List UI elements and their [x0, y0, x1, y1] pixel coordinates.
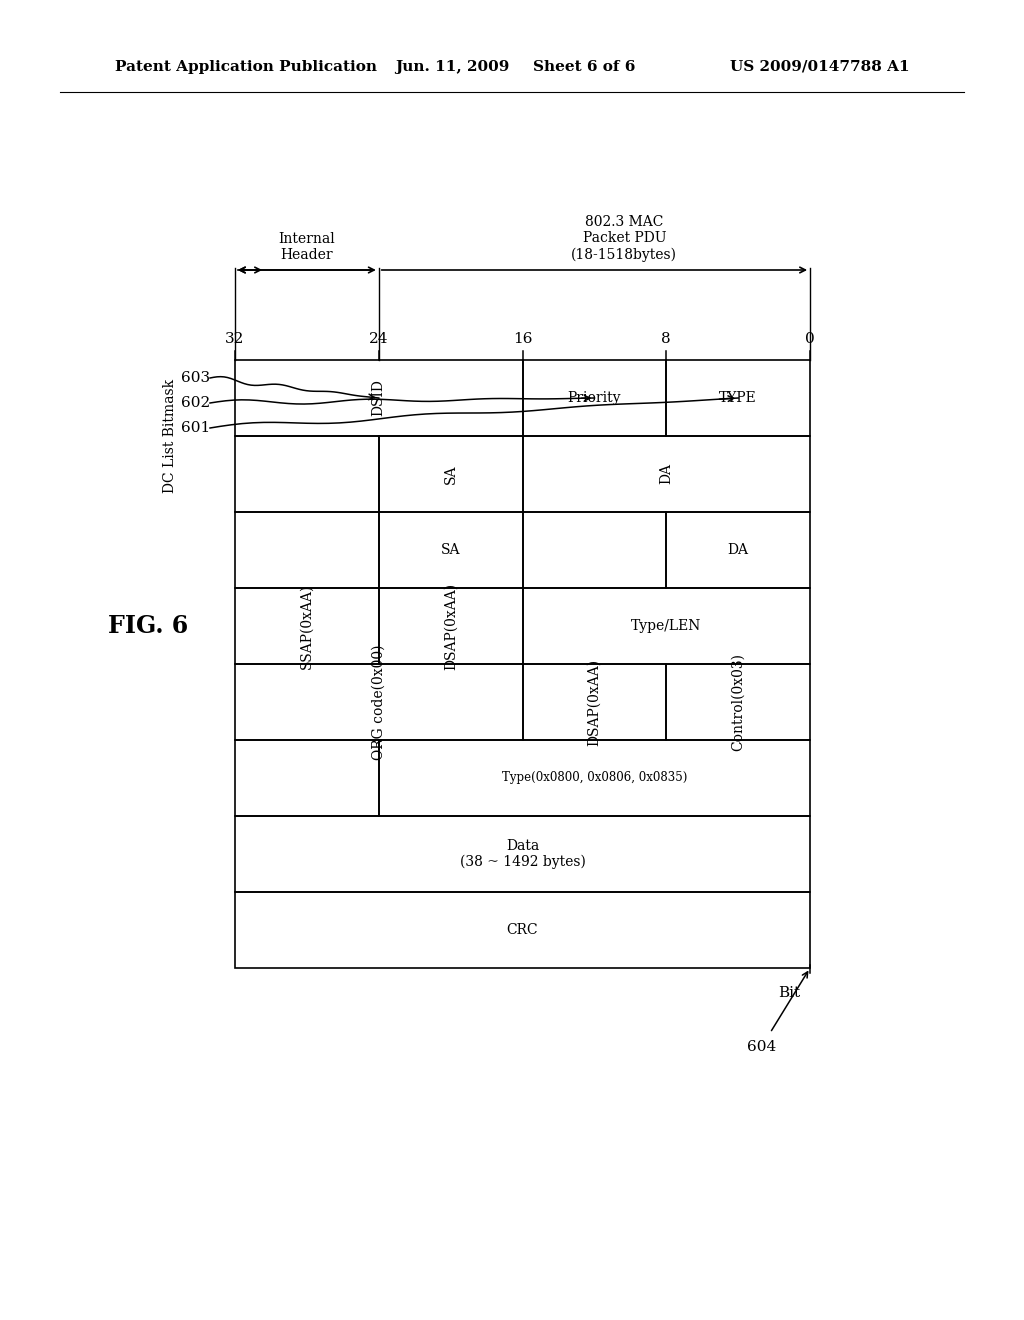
Text: 601: 601 [181, 421, 210, 436]
Bar [379, 512, 522, 587]
Text: 0: 0 [805, 333, 815, 346]
Text: Patent Application Publication: Patent Application Publication [115, 59, 377, 74]
Text: Sheet 6 of 6: Sheet 6 of 6 [534, 59, 635, 74]
Text: 16: 16 [513, 333, 532, 346]
Text: Internal
Header: Internal Header [279, 232, 335, 261]
Text: Type/LEN: Type/LEN [631, 619, 701, 634]
Text: Data
(38 ~ 1492 bytes): Data (38 ~ 1492 bytes) [460, 838, 586, 870]
Text: SA: SA [443, 465, 458, 483]
Text: TYPE: TYPE [719, 391, 757, 405]
Bar [234, 741, 379, 816]
Bar [234, 892, 810, 968]
Text: 602: 602 [181, 396, 210, 411]
Text: 32: 32 [225, 333, 245, 346]
Bar [522, 436, 810, 512]
Text: Bit: Bit [778, 986, 800, 1001]
Text: 603: 603 [181, 371, 210, 385]
Bar [522, 360, 667, 436]
Bar [234, 512, 379, 587]
Text: DSID: DSID [372, 380, 386, 416]
Bar [522, 512, 667, 587]
Bar [379, 587, 522, 664]
Text: Type(0x0800, 0x0806, 0x0835): Type(0x0800, 0x0806, 0x0835) [502, 771, 687, 784]
Text: Control(0x03): Control(0x03) [731, 653, 745, 751]
Bar [667, 664, 810, 741]
Bar [234, 436, 379, 512]
Text: Jun. 11, 2009: Jun. 11, 2009 [395, 59, 509, 74]
Bar [234, 816, 810, 892]
Bar [667, 512, 810, 587]
Bar [234, 587, 379, 664]
Text: DSAP(0xAA): DSAP(0xAA) [443, 582, 458, 669]
Text: DSAP(0xAA): DSAP(0xAA) [588, 659, 601, 746]
Bar [234, 360, 522, 436]
Text: ORG code(0x00): ORG code(0x00) [372, 644, 386, 760]
Text: DA: DA [659, 463, 673, 484]
Bar [522, 587, 810, 664]
Text: SA: SA [441, 543, 461, 557]
Text: SSAP(0xAA): SSAP(0xAA) [300, 583, 314, 669]
Bar [667, 360, 810, 436]
Bar [234, 664, 522, 741]
Text: FIG. 6: FIG. 6 [108, 614, 188, 638]
Text: 8: 8 [662, 333, 671, 346]
Text: 802.3 MAC
Packet PDU
(18-1518bytes): 802.3 MAC Packet PDU (18-1518bytes) [571, 215, 677, 261]
Bar [379, 436, 522, 512]
Text: DC List Bitmask: DC List Bitmask [163, 379, 177, 494]
Bar [379, 741, 810, 816]
Text: 24: 24 [369, 333, 388, 346]
Text: DA: DA [728, 543, 749, 557]
Text: CRC: CRC [507, 923, 539, 937]
Text: 604: 604 [748, 1040, 776, 1053]
Text: Priority: Priority [567, 391, 622, 405]
Text: US 2009/0147788 A1: US 2009/0147788 A1 [730, 59, 909, 74]
Bar [522, 664, 667, 741]
